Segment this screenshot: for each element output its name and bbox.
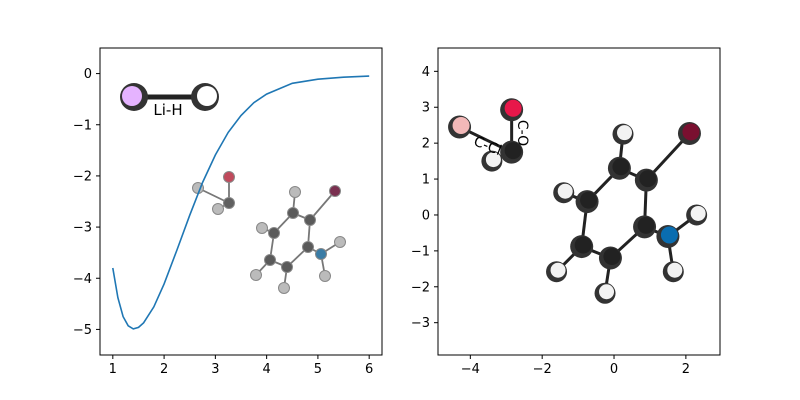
inset-atom bbox=[256, 222, 268, 234]
atom-h bbox=[599, 284, 615, 300]
inset-atom bbox=[289, 186, 301, 198]
y-tick-label: 0 bbox=[422, 208, 430, 223]
bond-label-c-o: C-O bbox=[514, 120, 530, 146]
molecule-label: Li-H bbox=[153, 101, 182, 119]
atom-c bbox=[603, 248, 621, 266]
atom-h bbox=[667, 262, 683, 278]
atom-c bbox=[639, 170, 657, 188]
inset-atom bbox=[319, 270, 331, 282]
y-tick-label: 0 bbox=[84, 67, 92, 82]
atom-h bbox=[550, 262, 566, 278]
inset-atom bbox=[329, 185, 341, 197]
y-tick-label: −5 bbox=[73, 323, 92, 338]
y-tick-label: −3 bbox=[411, 316, 430, 331]
inset-bond bbox=[309, 190, 336, 221]
y-tick-label: −3 bbox=[73, 221, 92, 236]
inset-atom bbox=[287, 207, 299, 219]
inset-atom bbox=[278, 282, 290, 294]
atom-c bbox=[504, 142, 522, 160]
y-tick-label: −1 bbox=[411, 244, 430, 259]
inset-atom bbox=[212, 203, 224, 215]
potential-curve-line bbox=[112, 75, 370, 330]
atom-h bbox=[617, 125, 633, 141]
x-tick-label: −2 bbox=[533, 362, 552, 377]
atom-br bbox=[682, 123, 700, 141]
inset-atom bbox=[334, 236, 346, 248]
x-tick-label: 2 bbox=[160, 362, 168, 377]
atom-c bbox=[574, 236, 592, 254]
inset-atom bbox=[250, 269, 262, 281]
x-tick-label: 0 bbox=[610, 362, 618, 377]
x-tick-label: 5 bbox=[314, 362, 322, 377]
inset-atom bbox=[302, 241, 314, 253]
atom-c bbox=[637, 216, 655, 234]
inset-atom bbox=[315, 248, 327, 260]
y-tick-label: −2 bbox=[411, 280, 430, 295]
h-atom bbox=[197, 86, 217, 106]
atom-h bbox=[485, 152, 501, 168]
x-tick-label: 3 bbox=[211, 362, 219, 377]
atom-c bbox=[580, 191, 598, 209]
left-plot-area bbox=[112, 75, 370, 330]
atom-o bbox=[504, 99, 522, 117]
y-tick-label: −2 bbox=[73, 169, 92, 184]
atom-h bbox=[690, 205, 706, 221]
left-axes: 1 2 3 4 5 6 0 −1 −2 −3 −4 −5 Li-H bbox=[73, 47, 383, 377]
left-y-ticks: 0 −1 −2 −3 −4 −5 bbox=[73, 67, 100, 338]
y-tick-label: 1 bbox=[422, 173, 430, 188]
right-axes-frame bbox=[437, 47, 721, 356]
y-tick-label: −1 bbox=[73, 118, 92, 133]
x-tick-label: 2 bbox=[682, 362, 690, 377]
x-tick-label: 6 bbox=[365, 362, 373, 377]
atom-n bbox=[660, 226, 678, 244]
inset-atom bbox=[223, 171, 235, 183]
right-plot-area bbox=[448, 98, 708, 304]
inset-atom bbox=[264, 254, 276, 266]
x-tick-label: −4 bbox=[461, 362, 480, 377]
y-tick-label: 4 bbox=[422, 65, 430, 80]
right-x-ticks: −4 −2 0 2 bbox=[461, 355, 690, 377]
left-x-ticks: 1 2 3 4 5 6 bbox=[109, 355, 373, 377]
y-tick-label: 3 bbox=[422, 101, 430, 116]
li-atom bbox=[122, 86, 142, 106]
y-tick-label: 2 bbox=[422, 137, 430, 152]
atom-h bbox=[557, 183, 573, 199]
x-tick-label: 1 bbox=[109, 362, 117, 377]
inset-atom bbox=[304, 214, 316, 226]
inset-atom bbox=[281, 261, 293, 273]
left-axes-frame bbox=[99, 47, 383, 356]
atom-c bbox=[612, 158, 630, 176]
inset-atom bbox=[223, 197, 235, 209]
inset-atom bbox=[268, 227, 280, 239]
y-tick-label: −4 bbox=[73, 272, 92, 287]
atom-cl bbox=[452, 116, 470, 134]
right-y-ticks: 4 3 2 1 0 −1 −2 −3 bbox=[411, 65, 438, 331]
x-tick-label: 4 bbox=[262, 362, 270, 377]
